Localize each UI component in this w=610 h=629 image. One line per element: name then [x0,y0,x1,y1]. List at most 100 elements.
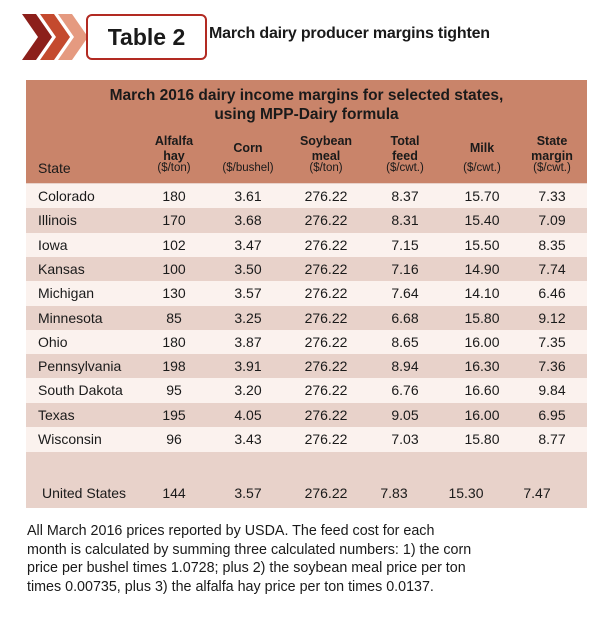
column-header-soybean-meal: Soybean meal ($/ton) [299,134,353,174]
cell-milk: 15.50 [464,236,500,253]
footnote-line-3: price per bushel times 1.0728; plus 2) t… [27,560,466,576]
cell-corn: 4.05 [234,406,262,423]
table-row: Michigan 130 3.57 276.22 7.64 14.10 6.46 [26,281,587,306]
cell-state: Pennsylvania [38,358,122,375]
cell-state-margin: 7.35 [538,333,566,350]
cell-total-feed: 8.94 [391,358,419,375]
column-header-state-margin: State margin ($/cwt.) [531,134,573,174]
cell-corn: 3.91 [234,358,262,375]
cell-milk: 15.80 [464,309,500,326]
cell-corn: 3.61 [234,188,262,204]
cell-corn: 3.57 [234,285,262,302]
table-row: South Dakota 95 3.20 276.22 6.76 16.60 9.84 [26,378,587,403]
column-header-milk: Milk ($/cwt.) [463,141,501,174]
cell-total-feed: 7.83 [380,485,408,501]
cell-state-margin: 7.33 [538,188,566,204]
cell-milk: 14.10 [464,285,500,302]
cell-alfalfa-hay: 198 [162,358,186,375]
cell-milk: 16.60 [464,382,500,399]
column-header-corn: Corn ($/bushel) [222,141,274,174]
state-column-header: State [38,160,71,176]
cell-soybean-meal: 276.22 [304,309,348,326]
cell-alfalfa-hay: 180 [162,188,186,204]
cell-state: Texas [38,406,75,423]
cell-total-feed: 7.15 [391,236,419,253]
cell-corn: 3.68 [234,212,262,229]
cell-milk: 15.30 [448,485,484,501]
cell-total-feed: 7.64 [391,285,419,302]
cell-alfalfa-hay: 95 [166,382,182,399]
cell-state-margin: 6.95 [538,406,566,423]
cell-state: Michigan [38,285,95,302]
cell-alfalfa-hay: 100 [162,260,186,277]
cell-state: Wisconsin [38,431,102,447]
table-row: Illinois 170 3.68 276.22 8.31 15.40 7.09 [26,208,587,233]
cell-alfalfa-hay: 180 [162,333,186,350]
cell-milk: 16.00 [464,333,500,350]
caption-line-2: using MPP-Dairy formula [214,106,399,123]
cell-total-feed: 8.65 [391,333,419,350]
footnote-line-1: All March 2016 prices reported by USDA. … [27,523,435,539]
table-row: Ohio 180 3.87 276.22 8.65 16.00 7.35 [26,329,587,355]
column-header-row: State Alfalfa hay ($/ton) Corn ($/bushel)… [26,129,587,183]
cell-state-margin: 8.77 [538,431,566,447]
cell-milk: 15.40 [464,212,500,229]
cell-soybean-meal: 276.22 [304,188,348,204]
cell-soybean-meal: 276.22 [304,485,348,501]
cell-corn: 3.87 [234,333,262,350]
table-caption: March 2016 dairy income margins for sele… [26,80,587,129]
cell-state-margin: 7.09 [538,212,566,229]
table-footnote: All March 2016 prices reported by USDA. … [27,522,592,596]
cell-total-feed: 8.37 [391,188,419,204]
cell-state: Kansas [38,260,85,277]
table-subtitle: March dairy producer margins tighten [209,25,490,42]
footnote-line-2: month is calculated by summing three cal… [27,541,472,558]
cell-milk: 16.00 [464,406,500,423]
cell-corn: 3.20 [234,382,262,399]
cell-alfalfa-hay: 85 [166,309,182,326]
cell-state: Minnesota [38,309,103,326]
cell-alfalfa-hay: 195 [162,406,186,423]
cell-state-margin: 8.35 [538,236,566,253]
cell-state: South Dakota [38,382,123,399]
table-row: Wisconsin 96 3.43 276.22 7.03 15.80 8.77 [26,427,587,452]
cell-state-margin: 7.47 [523,485,551,501]
cell-milk: 15.70 [464,188,500,204]
cell-state: Colorado [38,188,95,204]
cell-total-feed: 6.68 [391,309,419,326]
cell-corn: 3.43 [234,431,262,447]
cell-soybean-meal: 276.22 [304,260,348,277]
cell-state: Illinois [38,212,77,229]
column-header-alfalfa-hay: Alfalfa hay ($/ton) [154,134,194,174]
table-row-united-states: United States 144 3.57 276.22 7.83 15.30… [26,481,587,506]
cell-soybean-meal: 276.22 [304,382,348,399]
column-header-total-feed: Total feed ($/cwt.) [386,134,424,174]
cell-corn: 3.57 [234,485,262,501]
footnote-line-4: times 0.00735, plus 3) the alfalfa hay p… [27,578,434,595]
cell-corn: 3.47 [234,236,262,253]
table-number-badge: Table 2 [86,14,207,60]
cell-soybean-meal: 276.22 [304,431,348,447]
cell-alfalfa-hay: 130 [162,285,186,302]
table-row: Texas 195 4.05 276.22 9.05 16.00 6.95 [26,402,587,428]
table-row: Pennsylvania 198 3.91 276.22 8.94 16.30 7.36 [26,354,587,379]
cell-total-feed: 6.76 [391,382,419,399]
cell-total-feed: 9.05 [391,406,419,423]
cell-state-margin: 6.46 [538,285,566,302]
table-row: Colorado 180 3.61 276.22 8.37 15.70 7.33 [26,184,587,209]
table-header: Table 2 March dairy producer margins tig… [22,14,602,60]
cell-alfalfa-hay: 170 [162,212,186,229]
cell-corn: 3.50 [234,260,262,277]
cell-corn: 3.25 [234,309,262,326]
cell-total-feed: 8.31 [391,212,419,229]
cell-soybean-meal: 276.22 [304,333,348,350]
table-row: Iowa 102 3.47 276.22 7.15 15.50 8.35 [26,232,587,258]
caption-line-1: March 2016 dairy income margins for sele… [109,87,504,104]
cell-soybean-meal: 276.22 [304,212,348,229]
cell-total-feed: 7.03 [391,431,419,447]
chevron-arrows-icon [22,14,88,60]
margins-table: March 2016 dairy income margins for sele… [26,80,587,508]
cell-alfalfa-hay: 144 [162,485,186,501]
cell-state: United States [42,485,127,501]
cell-alfalfa-hay: 102 [162,236,186,253]
